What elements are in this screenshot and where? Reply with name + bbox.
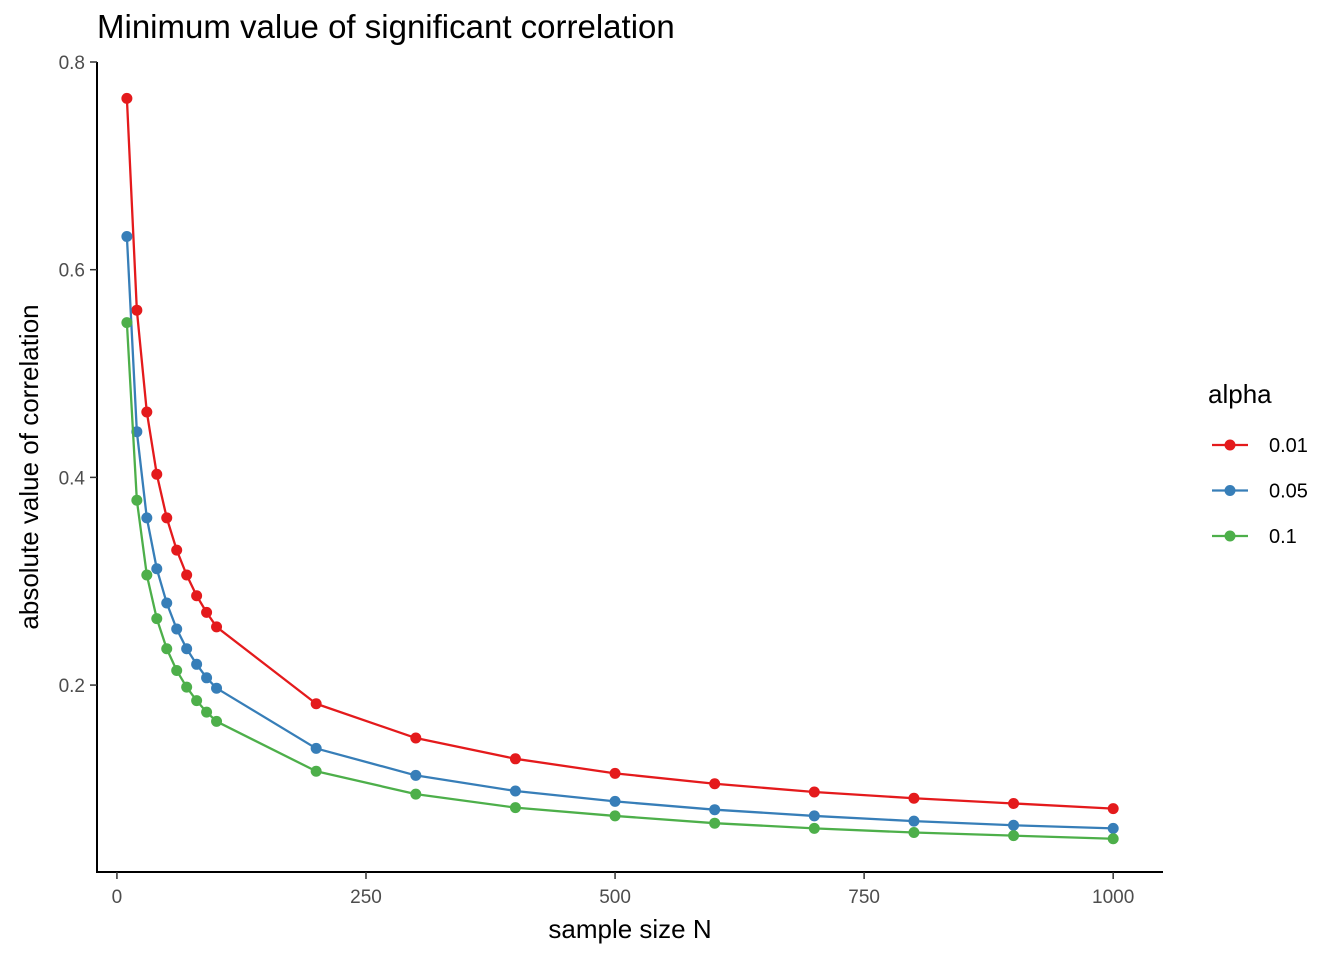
x-tick-label: 750 (848, 887, 880, 908)
data-point (609, 767, 621, 779)
data-point (131, 304, 143, 316)
data-point (131, 494, 143, 506)
data-point (161, 512, 173, 524)
data-point (908, 815, 920, 827)
data-point (1008, 819, 1020, 831)
data-point (310, 698, 322, 710)
data-point (201, 706, 213, 718)
legend-key-point (1224, 485, 1236, 496)
data-point (191, 590, 203, 602)
series-0-01 (121, 92, 1119, 815)
y-tick-label: 0.4 (59, 468, 86, 489)
data-point (908, 827, 920, 839)
data-point (709, 817, 721, 829)
data-point (808, 810, 820, 822)
data-point (191, 695, 203, 707)
legend-key-point (1224, 439, 1236, 451)
data-point (141, 569, 153, 581)
legend-label: 0.01 (1269, 435, 1308, 457)
data-point (151, 468, 163, 480)
data-point (211, 621, 223, 633)
data-point (509, 753, 521, 765)
legend-key-point (1224, 530, 1236, 542)
data-point (181, 569, 193, 581)
legend-item: 0.1 (1212, 526, 1297, 548)
data-point (709, 804, 721, 816)
data-point (121, 317, 133, 329)
data-point (1107, 822, 1119, 834)
x-tick-label: 500 (599, 887, 631, 908)
data-point (151, 613, 163, 625)
data-point (141, 512, 153, 524)
data-point (171, 665, 183, 677)
data-point (181, 681, 193, 693)
data-point (310, 742, 322, 754)
data-point (609, 795, 621, 807)
series-0-1 (121, 317, 1119, 845)
data-point (808, 822, 820, 834)
data-point (410, 732, 422, 744)
series-line (125, 322, 1114, 840)
series-layer (121, 92, 1119, 845)
legend-label: 0.05 (1269, 481, 1308, 503)
data-point (141, 406, 153, 418)
legend-title: alpha (1208, 379, 1272, 409)
data-point (161, 597, 173, 609)
x-tick-label: 250 (350, 887, 382, 908)
data-point (509, 802, 521, 814)
data-point (121, 92, 133, 104)
data-point (211, 715, 223, 727)
data-point (121, 230, 133, 242)
data-point (161, 643, 173, 655)
data-point (151, 563, 163, 575)
data-point (1107, 803, 1119, 815)
data-point (171, 544, 183, 556)
y-tick-label: 0.8 (59, 53, 85, 74)
chart-title: Minimum value of significant correlation (97, 8, 675, 45)
data-point (908, 792, 920, 804)
y-axis-title: absolute value of correlation (14, 304, 44, 629)
legend-item: 0.05 (1212, 481, 1308, 503)
data-point (201, 672, 213, 684)
data-point (211, 682, 223, 694)
data-point (201, 606, 213, 618)
legend: alpha 0.01 0.05 0.1 (1208, 379, 1308, 548)
data-point (1008, 797, 1020, 809)
data-point (410, 788, 422, 800)
data-point (808, 786, 820, 798)
data-point (191, 658, 203, 670)
data-point (709, 778, 721, 790)
x-ticks: 0 250 500 750 1000 (112, 872, 1134, 908)
legend-label: 0.1 (1269, 526, 1297, 548)
series-line (125, 98, 1114, 810)
series-line (125, 236, 1114, 830)
data-point (171, 623, 183, 635)
data-point (181, 643, 193, 655)
y-ticks: 0.2 0.4 0.6 0.8 (59, 53, 97, 697)
x-axis-title: sample size N (548, 914, 711, 944)
legend-item: 0.01 (1212, 435, 1308, 457)
y-tick-label: 0.2 (59, 676, 85, 697)
series-0-05 (121, 230, 1119, 834)
data-point (410, 769, 422, 781)
y-tick-label: 0.6 (59, 261, 85, 282)
data-point (609, 810, 621, 822)
x-tick-label: 1000 (1092, 887, 1134, 908)
data-point (1107, 833, 1119, 845)
data-point (1008, 830, 1020, 842)
data-point (310, 765, 322, 777)
legend-items: 0.01 0.05 0.1 (1212, 435, 1308, 548)
data-point (509, 785, 521, 797)
axes: 0 250 500 750 1000 0.2 0.4 0.6 0.8 (59, 53, 1163, 908)
x-tick-label: 0 (112, 887, 123, 908)
